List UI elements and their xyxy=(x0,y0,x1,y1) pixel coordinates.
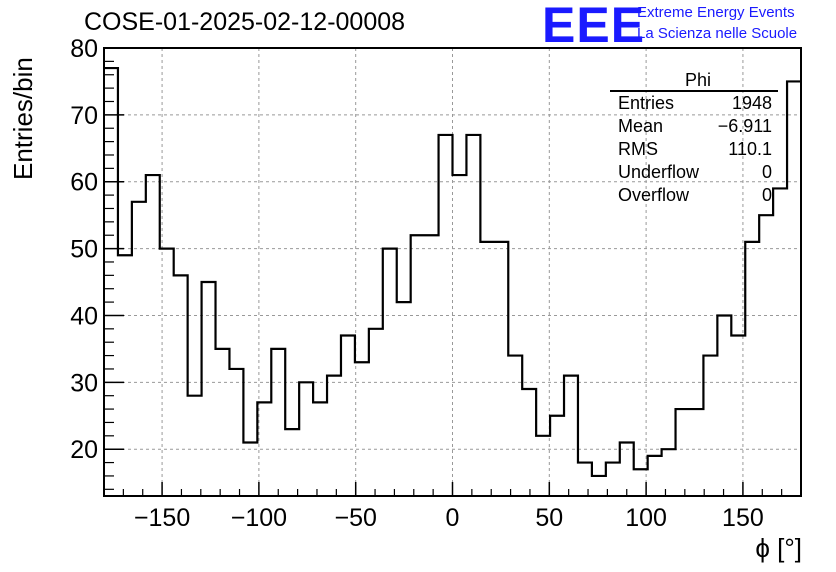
x-axis-label: ϕ [°] xyxy=(755,533,802,563)
histogram-bin xyxy=(229,369,243,496)
histogram-bin xyxy=(118,255,132,496)
stats-value: 1948 xyxy=(731,93,772,113)
histogram-bin xyxy=(299,382,313,496)
stats-label: Entries xyxy=(618,93,675,113)
histogram-bin xyxy=(550,416,564,496)
x-tick-label: −100 xyxy=(231,504,287,532)
y-tick-label: 20 xyxy=(70,436,98,464)
histogram-bin xyxy=(243,443,257,496)
histogram-bin xyxy=(411,235,425,496)
stats-row-underflow: Underflow 0 xyxy=(610,161,778,184)
histogram-bin xyxy=(369,329,383,496)
grid-lines xyxy=(104,48,801,496)
y-tick-label: 40 xyxy=(70,302,98,330)
axis-tick-labels: −150 −100 −50 0 50 100 150 20 30 40 50 60 70 80 xyxy=(70,35,764,532)
x-tick-label: 50 xyxy=(535,504,563,532)
histogram-bin xyxy=(480,242,494,496)
histogram-bin xyxy=(494,242,508,496)
stats-label: Underflow xyxy=(618,162,700,182)
histogram-bin xyxy=(257,402,271,496)
histogram-bin xyxy=(648,456,662,496)
histogram-bin xyxy=(717,315,731,496)
org-name-line1: Extreme Energy Events xyxy=(637,4,795,21)
histogram-bin xyxy=(745,242,759,496)
org-name-line2: La Scienza nelle Scuole xyxy=(637,25,798,42)
x-tick-label: 150 xyxy=(722,504,764,532)
stats-box: Phi Entries 1948 Mean −6.911 RMS 110.1 U… xyxy=(610,70,778,207)
y-axis-label: Entries/bin xyxy=(8,57,38,180)
stats-value: 0 xyxy=(761,185,772,205)
stats-label: RMS xyxy=(618,139,658,159)
y-tick-label: 80 xyxy=(70,35,98,63)
stats-row-entries: Entries 1948 xyxy=(610,92,778,115)
histogram-bin xyxy=(703,356,717,496)
x-tick-label: 100 xyxy=(625,504,667,532)
histogram-bin xyxy=(341,336,355,496)
histogram-bin xyxy=(662,449,676,496)
histogram-bin xyxy=(132,202,146,496)
histogram-bin xyxy=(216,349,230,496)
histogram-bin xyxy=(787,81,801,496)
histogram-bin xyxy=(327,376,341,496)
y-tick-label: 60 xyxy=(70,169,98,197)
histogram-bin xyxy=(202,282,216,496)
histogram-bin xyxy=(773,188,787,496)
histogram-bin xyxy=(453,175,467,496)
stats-value: 0 xyxy=(761,162,772,182)
histogram-bin xyxy=(383,249,397,496)
histogram-bin xyxy=(676,409,690,496)
chart-title: COSE-01-2025-02-12-00008 xyxy=(84,8,406,36)
eee-logo: EEE xyxy=(542,0,646,53)
y-tick-label: 50 xyxy=(70,236,98,264)
x-tick-label: −150 xyxy=(134,504,190,532)
axis-ticks xyxy=(104,47,783,496)
histogram-bin xyxy=(425,235,439,496)
histogram-bin xyxy=(285,429,299,496)
histogram-bin xyxy=(188,396,202,496)
stats-value: 110.1 xyxy=(728,139,772,159)
y-tick-label: 70 xyxy=(70,102,98,130)
histogram-bin xyxy=(397,302,411,496)
histogram-bin xyxy=(174,275,188,496)
histogram-bin xyxy=(508,356,522,496)
histogram-bin xyxy=(564,376,578,496)
histogram-bin xyxy=(759,215,773,496)
histogram-bin xyxy=(271,349,285,496)
stats-label: Overflow xyxy=(618,185,690,205)
histogram-bin xyxy=(522,389,536,496)
histogram-bin xyxy=(689,409,703,496)
histogram-bin xyxy=(146,175,160,496)
histogram-bin xyxy=(578,463,592,496)
x-tick-label: 0 xyxy=(446,504,460,532)
stats-label: Mean xyxy=(618,116,664,136)
histogram-bin xyxy=(592,476,606,496)
stats-histogram-name: Phi xyxy=(610,70,778,92)
histogram-bin xyxy=(620,443,634,496)
x-tick-label: −50 xyxy=(334,504,376,532)
stats-row-mean: Mean −6.911 xyxy=(610,115,778,138)
phi-histogram-line xyxy=(104,66,801,478)
stats-value: −6.911 xyxy=(717,116,772,136)
histogram-bin xyxy=(536,436,550,496)
stats-row-overflow: Overflow 0 xyxy=(610,184,778,207)
histogram-bin xyxy=(104,68,118,496)
stats-row-rms: RMS 110.1 xyxy=(610,138,778,161)
y-tick-label: 30 xyxy=(70,369,98,397)
